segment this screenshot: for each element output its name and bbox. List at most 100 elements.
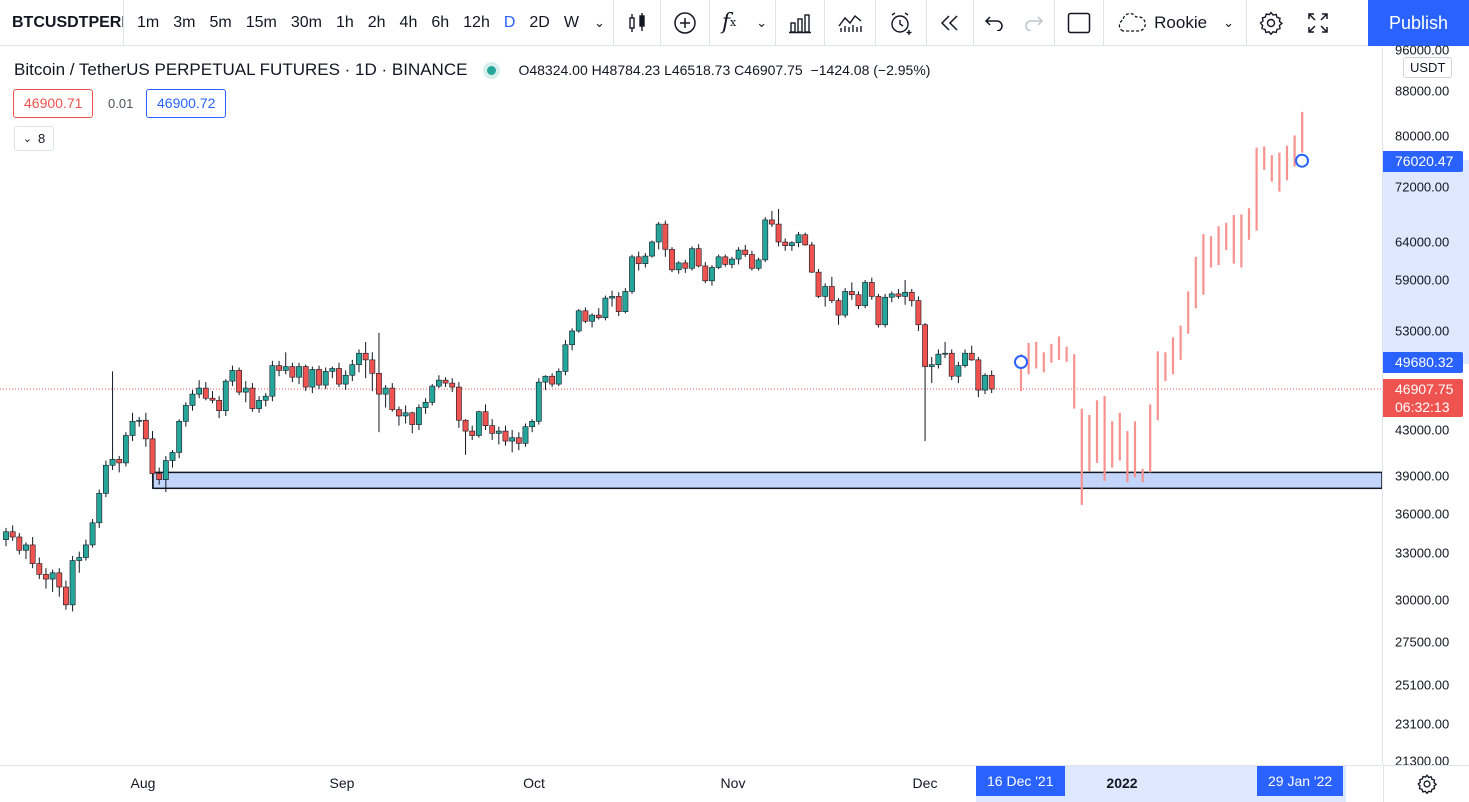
candle-down	[449, 382, 456, 388]
buy-button[interactable]: 46900.72	[146, 89, 227, 118]
sell-button[interactable]: 46900.71	[13, 89, 94, 118]
publish-button[interactable]: Publish	[1368, 0, 1469, 46]
templates-chart-icon[interactable]	[825, 0, 875, 46]
candle-up	[555, 371, 562, 385]
candle-down	[868, 282, 875, 297]
interval-w[interactable]: W	[563, 13, 579, 31]
gear-icon	[1416, 774, 1437, 794]
symbol-search[interactable]: BTCUSDTPERP	[0, 0, 124, 46]
price-tick: 88000.00	[1395, 83, 1450, 99]
divider	[659, 0, 661, 46]
candle-up	[862, 282, 869, 306]
candle-down	[768, 219, 775, 225]
candle-down	[915, 300, 922, 326]
interval-30m[interactable]: 30m	[290, 13, 322, 31]
ohlc-values: O48324.00 H48784.23 L46518.73 C46907.75 …	[518, 62, 931, 78]
candle-down	[695, 248, 702, 267]
candle-up	[309, 369, 316, 388]
candle-down	[615, 296, 622, 312]
candle-down	[409, 412, 416, 425]
candle-down	[482, 411, 489, 426]
interval-4h[interactable]: 4h	[399, 13, 418, 31]
candle-down	[722, 256, 729, 265]
interval-1h[interactable]: 1h	[335, 13, 354, 31]
axis-settings-button[interactable]	[1383, 765, 1469, 802]
financials-bar-chart-icon[interactable]	[776, 0, 824, 46]
candle-down	[276, 365, 282, 371]
fullscreen-expand-icon[interactable]	[1295, 0, 1341, 46]
candle-up	[429, 385, 436, 403]
candle-up	[169, 452, 176, 461]
candle-down	[376, 373, 382, 395]
time-label-2022: 2022	[1106, 775, 1138, 791]
candle-down	[922, 324, 928, 367]
candle-down	[142, 419, 149, 440]
candle-up	[416, 407, 422, 425]
candle-down	[9, 531, 16, 538]
candle-down	[968, 352, 975, 361]
high-value: 48784.23	[601, 62, 661, 78]
interval-15m[interactable]: 15m	[245, 13, 277, 31]
candle-up	[709, 267, 715, 282]
divider	[824, 0, 826, 46]
candle-up	[435, 379, 442, 387]
candle-down	[808, 244, 815, 273]
candle-down	[369, 359, 376, 374]
candle-down	[336, 368, 342, 385]
candle-down	[489, 425, 496, 434]
candle-down	[702, 265, 709, 282]
interval-3m[interactable]: 3m	[173, 13, 196, 31]
candle-down	[515, 437, 522, 444]
candles-chart-type-icon[interactable]	[614, 0, 660, 46]
replay-rewind-icon[interactable]	[927, 0, 973, 46]
price-tick: 23100.00	[1395, 716, 1450, 732]
projection-start-handle	[1014, 355, 1028, 369]
candle-down	[549, 375, 556, 385]
time-axis[interactable]: Aug Sep Oct Nov Dec 2022 16 Dec '21 29 J…	[0, 765, 1382, 802]
add-compare-icon[interactable]	[661, 0, 709, 46]
candle-down	[462, 419, 469, 432]
currency-label[interactable]: USDT	[1403, 57, 1453, 78]
indicators-dropdown-chevron-icon[interactable]: ⌄	[756, 14, 768, 30]
alert-clock-icon[interactable]	[876, 0, 926, 46]
close-value: 46907.75	[744, 62, 803, 78]
interval-12h[interactable]: 12h	[463, 13, 490, 31]
candle-up	[735, 249, 742, 260]
interval-5m[interactable]: 5m	[209, 13, 232, 31]
candle-up	[795, 234, 802, 244]
candle-down	[469, 430, 476, 436]
interval-6h[interactable]: 6h	[431, 13, 450, 31]
candle-up	[522, 426, 529, 444]
candle-down	[815, 271, 822, 297]
price-tick: 27500.00	[1395, 634, 1450, 650]
indicators-count: 8	[37, 131, 46, 146]
candle-down	[855, 294, 862, 306]
candle-up	[189, 393, 196, 406]
interval-dropdown-chevron-icon[interactable]: ⌄	[593, 14, 605, 30]
interval-1m[interactable]: 1m	[137, 13, 160, 31]
candle-up	[109, 459, 116, 466]
interval-2d[interactable]: 2D	[529, 13, 550, 31]
price-chart[interactable]	[0, 47, 1382, 765]
candle-up	[262, 395, 269, 401]
interval-2h[interactable]: 2h	[367, 13, 386, 31]
layout-name: Rookie	[1154, 12, 1208, 32]
candle-down	[988, 374, 995, 390]
candle-up	[69, 560, 76, 606]
price-tick: 33000.00	[1395, 545, 1450, 561]
projection-start-price-tag: 49680.32	[1383, 352, 1463, 373]
interval-d[interactable]: D	[503, 13, 516, 31]
open-value: 48324.00	[529, 62, 588, 78]
settings-gear-icon[interactable]	[1247, 0, 1295, 46]
candle-up	[322, 371, 329, 386]
layout-cloud-menu[interactable]: Rookie ⌄	[1104, 0, 1246, 46]
fullscreen-rect-icon[interactable]	[1055, 0, 1103, 46]
candle-up	[342, 374, 349, 385]
indicators-collapse-button[interactable]: ⌄ 8	[14, 126, 54, 151]
undo-icon[interactable]	[974, 0, 1014, 46]
candle-down	[156, 473, 163, 480]
redo-icon[interactable]	[1014, 0, 1054, 46]
candle-up	[282, 366, 289, 371]
candle-up	[535, 381, 542, 422]
